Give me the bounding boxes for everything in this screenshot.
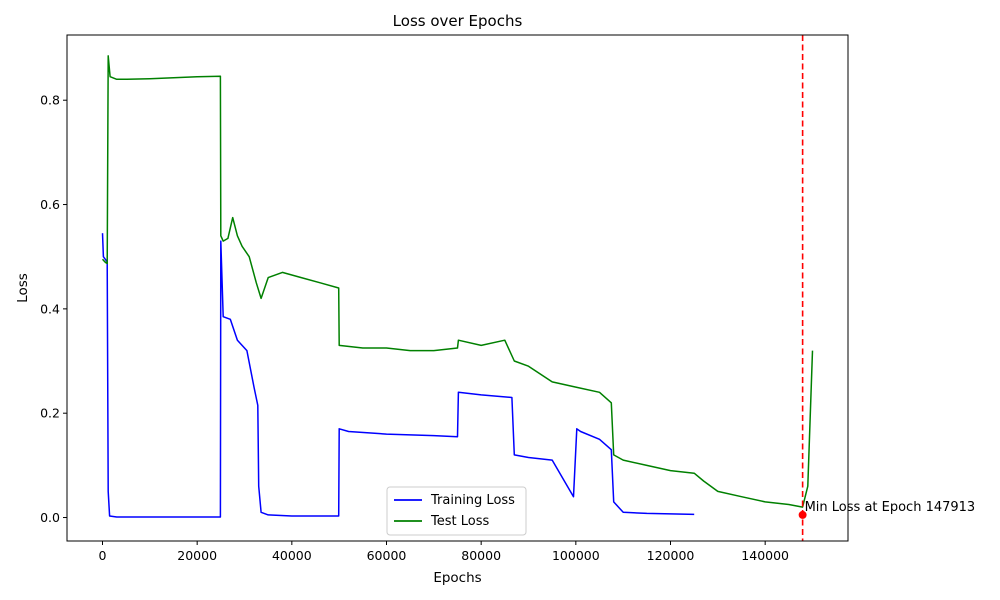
y-axis-label: Loss — [15, 273, 31, 303]
y-tick-label: 0.8 — [40, 93, 60, 108]
legend-box — [386, 486, 527, 536]
series-layer — [101, 55, 814, 518]
legend: Training Loss Test Loss — [386, 486, 527, 536]
legend-label-training: Training Loss — [430, 493, 515, 508]
x-tick-label: 100000 — [552, 548, 600, 563]
x-axis: 0 20000 40000 60000 80000 100000 120000 140000 — [99, 541, 789, 563]
y-tick-label: 0.0 — [40, 510, 60, 525]
x-tick-label: 20000 — [177, 548, 217, 563]
annotation-layer — [798, 35, 807, 541]
y-tick-label: 0.6 — [40, 197, 60, 212]
x-tick-label: 40000 — [272, 548, 312, 563]
x-tick-label: 140000 — [741, 548, 789, 563]
series-line-test-loss — [101, 55, 814, 508]
y-axis: 0.0 0.2 0.4 0.6 0.8 — [40, 93, 67, 525]
plot-frame — [66, 34, 849, 542]
min-loss-annotation: Min Loss at Epoch 147913 — [805, 500, 976, 515]
y-tick-label: 0.2 — [40, 406, 60, 421]
legend-label-test: Test Loss — [430, 514, 489, 529]
series-line-training-loss — [101, 233, 695, 518]
chart-title: Loss over Epochs — [393, 12, 523, 30]
x-tick-label: 0 — [99, 548, 107, 563]
x-tick-label: 80000 — [461, 548, 501, 563]
x-axis-label: Epochs — [433, 570, 481, 586]
x-tick-label: 60000 — [367, 548, 407, 563]
y-tick-label: 0.4 — [40, 301, 60, 316]
min-loss-marker — [798, 510, 807, 519]
x-tick-label: 120000 — [647, 548, 695, 563]
